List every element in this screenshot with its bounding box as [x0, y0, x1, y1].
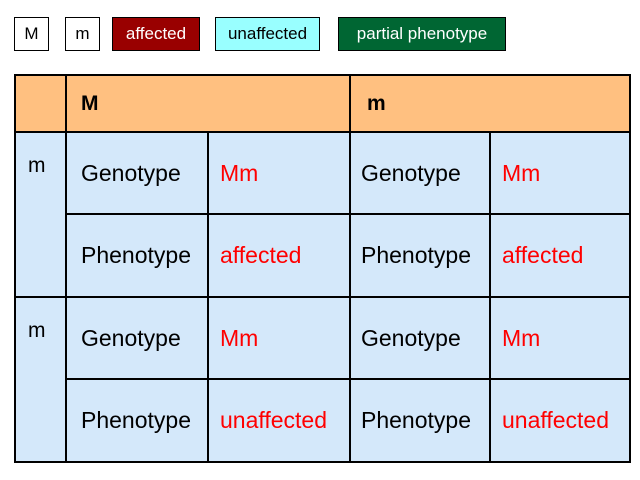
grid-line	[16, 131, 629, 133]
genotype-label: Genotype	[67, 132, 208, 214]
corner-cell	[16, 76, 67, 132]
row-header-1: m	[16, 132, 67, 297]
grid-line	[16, 296, 629, 298]
grid-line	[67, 378, 629, 380]
grid-line	[349, 76, 351, 461]
legend-unaffected: unaffected	[215, 17, 320, 51]
genotype-label: Genotype	[350, 132, 490, 214]
legend-partial-phenotype: partial phenotype	[338, 17, 506, 51]
grid-line	[489, 132, 491, 461]
phenotype-label: Phenotype	[67, 214, 208, 297]
phenotype-value: unaffected	[490, 379, 629, 461]
legend-affected: affected	[112, 17, 200, 51]
grid-line	[65, 76, 67, 461]
column-header-2: m	[350, 76, 629, 132]
phenotype-label: Phenotype	[350, 214, 490, 297]
phenotype-value: affected	[208, 214, 350, 297]
grid-line	[207, 132, 209, 461]
grid-line	[67, 213, 629, 215]
punnett-square: M m m Genotype Mm Phenotype affected Gen…	[14, 74, 631, 463]
genotype-value: Mm	[208, 132, 350, 214]
genotype-value: Mm	[490, 132, 629, 214]
phenotype-value: unaffected	[208, 379, 350, 461]
genotype-value: Mm	[490, 297, 629, 379]
genotype-label: Genotype	[350, 297, 490, 379]
phenotype-value: affected	[490, 214, 629, 297]
row-header-2: m	[16, 297, 67, 461]
phenotype-label: Phenotype	[67, 379, 208, 461]
genotype-label: Genotype	[67, 297, 208, 379]
column-header-1: M	[67, 76, 350, 132]
phenotype-label: Phenotype	[350, 379, 490, 461]
legend-allele-m: m	[65, 17, 100, 51]
legend-allele-M: M	[14, 17, 49, 51]
genotype-value: Mm	[208, 297, 350, 379]
